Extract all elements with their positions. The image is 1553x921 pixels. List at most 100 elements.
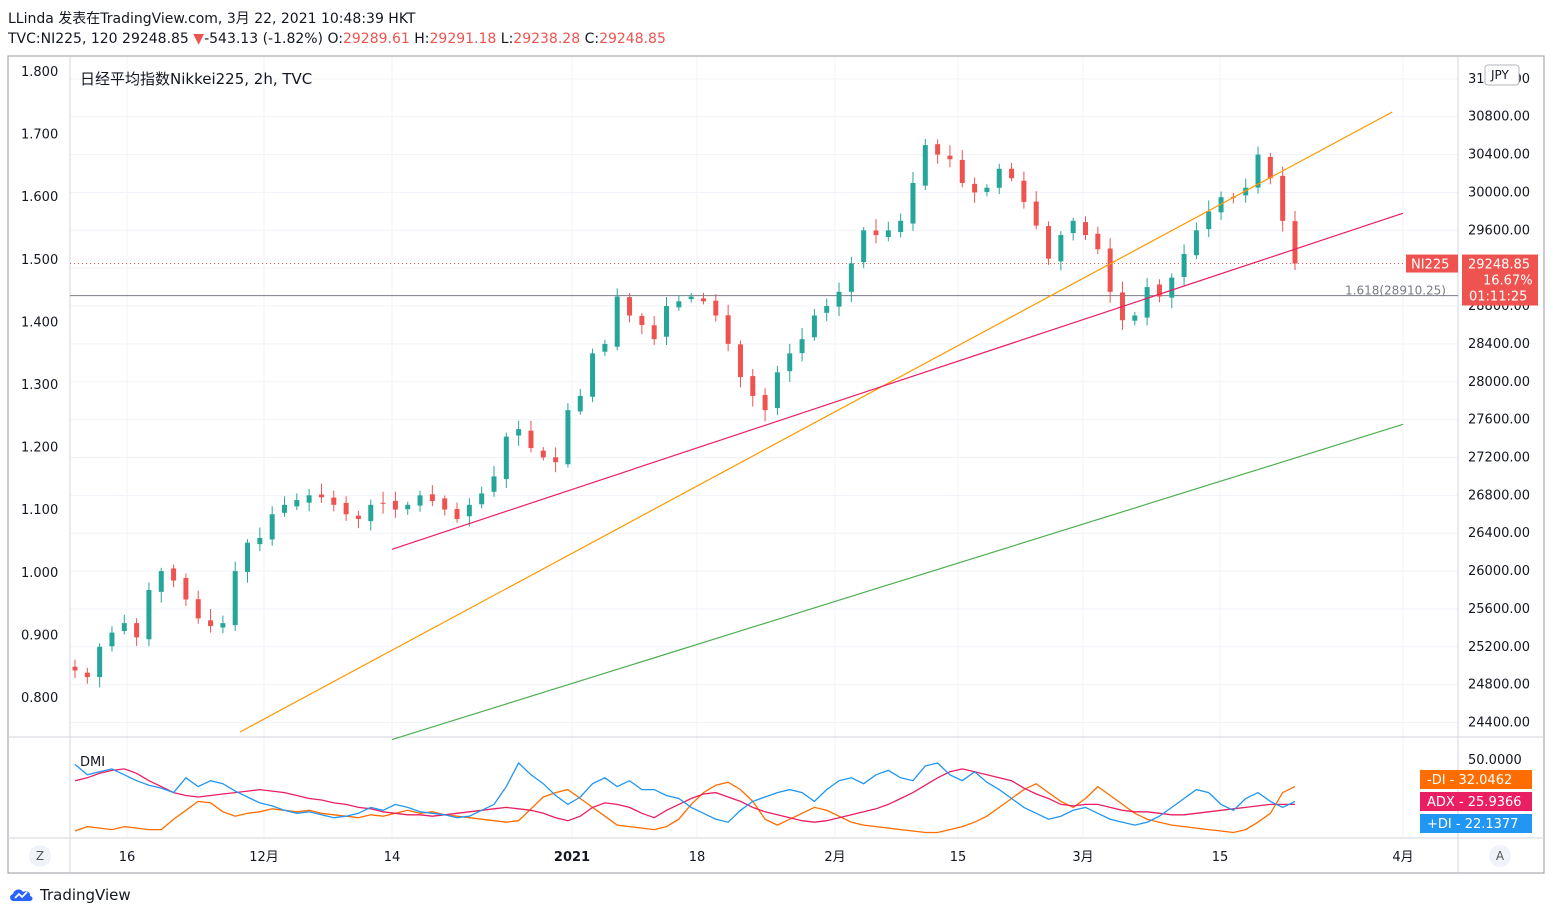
- brand-name: TradingView: [40, 886, 131, 904]
- candle-body: [368, 504, 374, 522]
- trendline-2: [391, 423, 1404, 741]
- right-axis-tick: 26800.00: [1468, 488, 1530, 503]
- candle-body: [1107, 248, 1113, 292]
- candle-body: [836, 291, 842, 307]
- right-axis-tick: 28400.00: [1468, 337, 1530, 352]
- candle-body: [922, 145, 928, 186]
- candle-body: [466, 504, 472, 517]
- zoom-reset-button[interactable]: Z: [29, 845, 51, 867]
- dmi-label-bg: [1420, 770, 1532, 789]
- trendline-0: [239, 111, 1393, 733]
- candle-body: [109, 632, 115, 647]
- candle-body: [417, 495, 423, 506]
- candle-body: [257, 537, 263, 545]
- last-price-pct: 16.67%: [1483, 274, 1533, 289]
- candle-body: [146, 590, 152, 640]
- fib-level-label: 1.618(28910.25): [1345, 284, 1446, 298]
- right-axis-tick: 26400.00: [1468, 526, 1530, 541]
- close-value: 29248.85: [599, 31, 666, 47]
- candle-body: [811, 315, 817, 338]
- candle-body: [737, 344, 743, 378]
- candle-body: [1243, 187, 1249, 196]
- candle-body: [97, 646, 103, 678]
- dmi-axis-tick: 50.0000: [1468, 753, 1522, 768]
- candle-body: [553, 457, 559, 463]
- candle-body: [318, 494, 324, 498]
- x-axis-tick: 15: [1212, 850, 1229, 865]
- candle-body: [232, 571, 238, 626]
- ohlc-bar: TVC:NI225, 120 29248.85 ▼-543.13 (-1.82%…: [8, 31, 666, 47]
- candle-body: [725, 315, 731, 344]
- candle-body: [208, 620, 214, 626]
- cloud-icon: [10, 889, 33, 901]
- candle-body: [1267, 156, 1273, 179]
- candle-body: [1009, 168, 1015, 179]
- dmi-label: -DI - 32.0462: [1427, 773, 1512, 788]
- dmi-label-bg: [1420, 814, 1532, 833]
- candle-body: [787, 353, 793, 372]
- candle-body: [1144, 287, 1150, 318]
- left-axis-tick: 1.500: [21, 253, 58, 268]
- candle-body: [281, 504, 287, 513]
- x-axis-tick: 15: [950, 850, 967, 865]
- right-axis-tick: 30000.00: [1468, 185, 1530, 200]
- open-value: 29289.61: [342, 31, 410, 47]
- candle-body: [343, 502, 349, 515]
- symbol-label: TVC:NI225, 120: [8, 31, 118, 47]
- left-axis-tick: 0.800: [21, 691, 58, 706]
- candle-body: [1280, 175, 1286, 221]
- candle-body: [269, 514, 275, 540]
- right-axis-tick: 24800.00: [1468, 678, 1530, 693]
- candle-body: [972, 183, 978, 193]
- down-arrow-icon: ▼: [193, 31, 205, 47]
- dmi-line--DI: [74, 781, 1296, 834]
- candle-body: [72, 666, 78, 671]
- candle-body: [528, 430, 534, 449]
- right-axis-tick: 28000.00: [1468, 375, 1530, 390]
- candle-body: [491, 476, 497, 492]
- candle-body: [1021, 180, 1027, 202]
- candle-body: [984, 187, 990, 193]
- candle-body: [873, 230, 879, 236]
- candle-body: [158, 571, 164, 592]
- candle-body: [1156, 284, 1162, 297]
- x-axis-tick: 2月: [824, 850, 845, 865]
- candle-body: [195, 599, 201, 619]
- candle-body: [639, 315, 645, 325]
- dmi-label: ADX - 25.9366: [1427, 795, 1522, 810]
- left-axis-tick: 1.400: [21, 315, 58, 330]
- right-axis-tick: 26000.00: [1468, 564, 1530, 579]
- last-price-countdown: 01:11:25: [1469, 290, 1527, 305]
- last-price-box: [1462, 254, 1538, 306]
- candle-body: [429, 494, 435, 502]
- candle-body: [183, 577, 189, 600]
- dmi-line-ADX: [74, 768, 1295, 823]
- chart-frame: [7, 55, 1545, 874]
- price-change: -543.13 (-1.82%): [204, 31, 324, 47]
- candle-body: [1193, 230, 1199, 256]
- candle-body: [700, 298, 706, 302]
- candle-body: [306, 495, 312, 503]
- candle-body: [959, 159, 965, 183]
- candle-body: [1046, 226, 1052, 259]
- left-axis-tick: 1.300: [21, 378, 58, 393]
- currency-badge: [1484, 64, 1520, 86]
- candle-body: [380, 502, 386, 504]
- candle-body: [664, 306, 670, 337]
- candle-body: [996, 168, 1002, 188]
- low-value: 29238.28: [513, 31, 581, 47]
- right-axis-tick: 24400.00: [1468, 716, 1530, 731]
- candle-body: [799, 339, 805, 354]
- left-axis-tick: 1.000: [21, 566, 58, 581]
- last-price-value: 29248.85: [1468, 258, 1530, 273]
- candle-body: [762, 394, 768, 411]
- last-price-symbol: NI225: [1411, 258, 1449, 273]
- candle-body: [1070, 220, 1076, 234]
- candle-body: [885, 230, 891, 238]
- candle-body: [442, 498, 448, 510]
- candle-body: [1206, 211, 1212, 230]
- auto-scale-button[interactable]: A: [1489, 845, 1511, 867]
- candle-body: [355, 515, 361, 520]
- candle-body: [627, 297, 633, 316]
